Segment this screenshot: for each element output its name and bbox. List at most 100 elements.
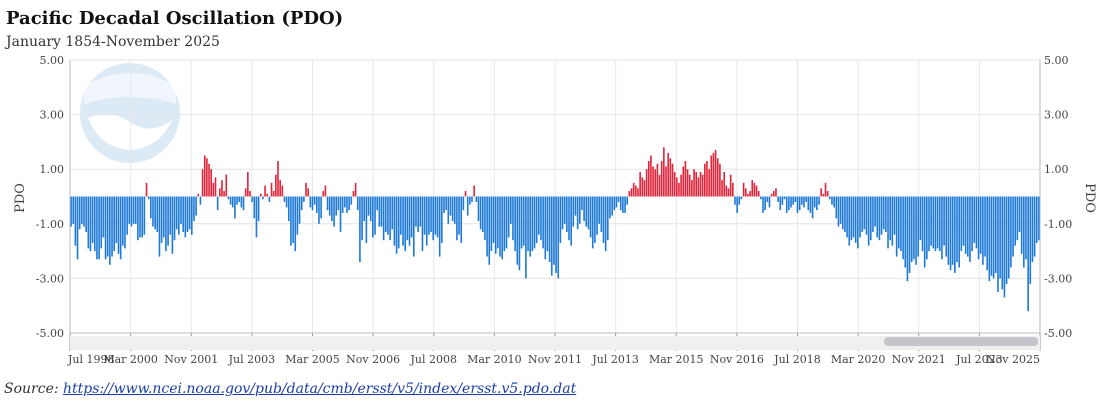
- pdo-bar: [792, 196, 794, 205]
- y-tick-label-right: -1.00: [1044, 218, 1072, 231]
- pdo-bar: [520, 196, 523, 249]
- pdo-bar: [697, 177, 700, 197]
- source-link[interactable]: https://www.ncei.noaa.gov/pub/data/cmb/e…: [63, 381, 577, 397]
- pdo-bar: [902, 196, 904, 260]
- pdo-bar: [109, 196, 111, 265]
- pdo-bar: [406, 196, 409, 241]
- pdo-bar: [928, 196, 930, 252]
- pdo-bar: [238, 196, 241, 202]
- pdo-bar: [652, 166, 654, 197]
- pdo-bar: [895, 196, 898, 257]
- pdo-bar: [732, 182, 734, 197]
- chart-subtitle: January 1854-November 2025: [6, 34, 220, 50]
- pdo-bar: [348, 196, 350, 211]
- pdo-bar: [104, 196, 107, 260]
- pdo-bar: [391, 196, 394, 230]
- pdo-bar: [139, 196, 141, 238]
- pdo-bar: [91, 196, 94, 243]
- navigator-handle[interactable]: [884, 337, 1038, 346]
- pdo-bar: [171, 196, 174, 254]
- y-axis-label-left: PDO: [13, 183, 28, 213]
- pdo-bar: [673, 171, 676, 197]
- pdo-bar: [609, 196, 611, 219]
- pdo-bar: [923, 196, 926, 268]
- pdo-bar: [701, 174, 704, 197]
- pdo-bar: [283, 196, 286, 202]
- pdo-bar: [479, 196, 482, 230]
- pdo-bar: [475, 196, 478, 202]
- pdo-bar: [561, 196, 564, 230]
- pdo-bar: [966, 196, 969, 257]
- pdo-bar: [624, 196, 626, 213]
- pdo-bar: [906, 196, 909, 282]
- pdo-bar: [785, 196, 788, 213]
- pdo-bar: [874, 196, 876, 227]
- pdo-bar: [990, 196, 993, 276]
- pdo-bar: [324, 185, 327, 197]
- pdo-bar: [195, 196, 197, 216]
- pdo-bar: [829, 196, 831, 200]
- pdo-bar: [147, 196, 150, 200]
- pdo-bar: [98, 196, 100, 260]
- pdo-bar: [1005, 196, 1008, 284]
- pdo-bar: [783, 196, 786, 200]
- pdo-bar: [658, 174, 661, 197]
- pdo-bar: [583, 196, 585, 222]
- navigator-track[interactable]: [70, 336, 1040, 350]
- pdo-bar: [876, 196, 879, 238]
- pdo-bar: [708, 169, 710, 197]
- pdo-bar: [913, 196, 915, 260]
- pdo-bar: [363, 196, 366, 222]
- y-tick-label-left: 1.00: [40, 163, 65, 176]
- pdo-bar: [432, 196, 435, 241]
- pdo-bar: [917, 196, 920, 257]
- pdo-bar: [863, 196, 866, 230]
- pdo-bar: [589, 196, 592, 238]
- pdo-bar: [1020, 196, 1023, 254]
- pdo-bar: [242, 196, 245, 211]
- pdo-bar: [846, 196, 848, 238]
- pdo-bar: [1033, 196, 1036, 257]
- pdo-bar: [742, 182, 745, 197]
- pdo-bar: [790, 196, 792, 208]
- x-tick-label: Mar 2020: [831, 353, 886, 366]
- x-tick-label: Nov 2011: [528, 353, 582, 366]
- pdo-bar: [1016, 196, 1019, 241]
- pdo-bar: [255, 196, 258, 238]
- pdo-bar: [72, 196, 75, 224]
- pdo-bar: [134, 196, 137, 224]
- pdo-bar: [596, 196, 598, 235]
- pdo-chart: 5.00 5.00 3.00 3.00 1.00 1.00 -1.00 -1.00 -3.00 -…: [13, 54, 1097, 366]
- pdo-bar: [382, 196, 385, 241]
- pdo-bar: [1014, 196, 1017, 246]
- pdo-bar: [117, 196, 120, 254]
- pdo-bar: [727, 188, 730, 197]
- pdo-bar: [964, 196, 967, 254]
- pdo-bar: [376, 196, 378, 211]
- pdo-bar: [208, 163, 210, 197]
- pdo-bar: [766, 196, 769, 202]
- pdo-bar: [535, 196, 538, 243]
- pdo-bar: [402, 196, 404, 246]
- pdo-bar: [639, 171, 641, 197]
- pdo-bar: [344, 196, 346, 208]
- pdo-bar: [926, 196, 928, 260]
- y-tick-label-right: -3.00: [1044, 272, 1072, 285]
- pdo-bar: [322, 191, 325, 197]
- pdo-bar: [801, 196, 803, 205]
- pdo-bar: [600, 196, 603, 232]
- pdo-bar: [165, 196, 167, 252]
- pdo-bar: [772, 191, 775, 197]
- pdo-bar: [122, 196, 124, 246]
- pdo-bar: [992, 196, 995, 279]
- y-tick-label-left: 3.00: [40, 109, 65, 122]
- pdo-bar: [130, 196, 133, 227]
- pdo-bar: [512, 196, 514, 241]
- pdo-bar: [236, 196, 238, 205]
- pdo-bar: [820, 188, 823, 197]
- pdo-bar: [188, 196, 191, 230]
- pdo-bar: [225, 174, 228, 197]
- pdo-bar: [712, 152, 715, 197]
- pdo-bar: [410, 196, 413, 238]
- pdo-bar: [622, 196, 624, 213]
